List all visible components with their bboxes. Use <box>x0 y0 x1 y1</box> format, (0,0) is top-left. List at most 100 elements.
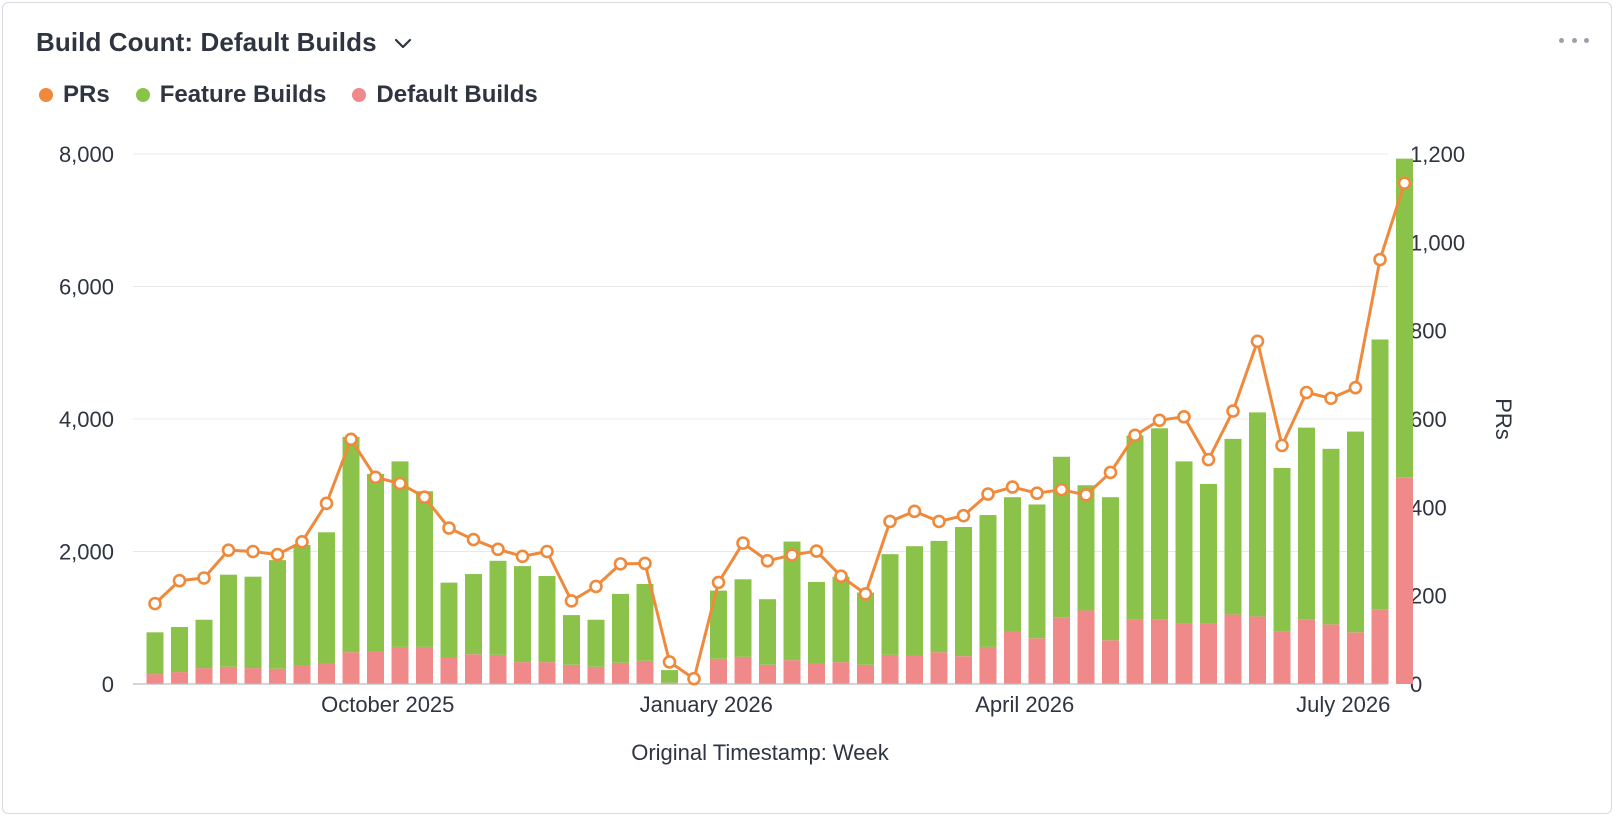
bar-default-builds <box>1151 619 1168 684</box>
bar-default-builds <box>881 654 899 684</box>
bar-feature-builds <box>1273 468 1291 632</box>
prs-point <box>466 532 481 547</box>
x-tick-label: January 2026 <box>640 692 773 717</box>
prs-point <box>246 544 260 559</box>
prs-point <box>1201 452 1216 467</box>
bar-default-builds <box>269 668 286 684</box>
bar-default-builds <box>783 660 801 684</box>
prs-point <box>270 547 285 562</box>
bar-default-builds <box>195 668 213 684</box>
prs-point <box>589 579 603 594</box>
prs-point <box>1103 465 1118 480</box>
bar-default-builds <box>465 654 482 684</box>
bar-feature-builds <box>930 540 948 653</box>
prs-point <box>785 548 799 562</box>
y-left-tick-label: 6,000 <box>59 275 114 300</box>
prs-point <box>613 557 628 571</box>
bar-feature-builds <box>195 619 213 669</box>
bar-feature-builds <box>1004 497 1021 631</box>
bar-feature-builds <box>367 473 384 652</box>
bar-default-builds <box>661 682 678 684</box>
x-axis-title: Original Timestamp: Week <box>631 740 890 765</box>
bar-default-builds <box>171 672 188 684</box>
more-options-icon[interactable] <box>1559 33 1589 47</box>
bar-feature-builds <box>979 515 997 647</box>
prs-point <box>662 655 677 669</box>
bar-feature-builds <box>808 581 825 664</box>
bar-default-builds <box>1371 609 1389 684</box>
legend-item-feature-builds[interactable]: Feature Builds <box>135 81 326 109</box>
prs-point <box>638 556 652 571</box>
y-right-tick-label: 0 <box>1410 672 1422 697</box>
prs-point <box>1250 334 1265 349</box>
bar-feature-builds <box>440 582 458 658</box>
bar-feature-builds <box>1224 438 1242 615</box>
bar-feature-builds <box>1371 339 1389 610</box>
legend-item-prs[interactable]: PRs <box>39 81 110 109</box>
y-right-tick-label: 1,200 <box>1410 142 1465 167</box>
legend-item-default-builds[interactable]: Default Builds <box>352 81 538 109</box>
y-right-tick-label: 800 <box>1410 319 1447 344</box>
bar-default-builds <box>587 666 605 684</box>
bar-default-builds <box>734 656 752 684</box>
bar-feature-builds <box>1028 504 1046 639</box>
bar-feature-builds <box>1102 497 1119 641</box>
bar-default-builds <box>1102 640 1119 684</box>
bar-feature-builds <box>710 590 727 659</box>
bar-feature-builds <box>906 546 923 656</box>
prs-point <box>1128 428 1142 443</box>
prs-point <box>393 476 407 491</box>
prs-point <box>564 594 579 608</box>
prs-point <box>760 553 775 568</box>
prs-point <box>172 573 187 588</box>
prs-point <box>344 432 358 447</box>
prs-point <box>1005 480 1020 494</box>
bar-default-builds <box>440 657 458 684</box>
bar-default-builds <box>146 674 164 684</box>
bar-default-builds <box>1200 623 1217 684</box>
bar-feature-builds <box>465 574 482 655</box>
bar-default-builds <box>930 652 948 684</box>
bar-default-builds <box>563 664 580 684</box>
x-tick-label: April 2026 <box>975 692 1074 717</box>
bar-feature-builds <box>1053 456 1070 618</box>
bar-default-builds <box>318 663 335 684</box>
prs-point <box>711 575 726 590</box>
prs-point <box>687 671 701 686</box>
bar-default-builds <box>367 651 384 684</box>
bar-default-builds <box>416 646 433 684</box>
bar-feature-builds <box>955 526 972 657</box>
prs-point <box>295 534 309 549</box>
prs-line <box>153 182 1406 681</box>
bar-feature-builds <box>587 619 605 667</box>
prs-point <box>1030 486 1044 501</box>
legend-dot <box>135 88 150 102</box>
prs-point <box>221 543 236 557</box>
chevron-down-icon[interactable] <box>393 33 413 53</box>
bar-feature-builds <box>489 560 507 655</box>
y-left-tick-label: 4,000 <box>59 407 114 432</box>
prs-point <box>1177 409 1191 424</box>
y-left-tick-label: 8,000 <box>59 142 114 167</box>
bar-feature-builds <box>881 554 899 655</box>
bar-feature-builds <box>636 583 654 661</box>
bar-default-builds <box>1175 623 1193 684</box>
bar-feature-builds <box>1322 448 1340 625</box>
bar-default-builds <box>391 646 409 684</box>
bar-feature-builds <box>783 541 801 661</box>
bar-default-builds <box>220 666 237 684</box>
prs-point <box>883 514 897 529</box>
prs-point <box>1079 488 1093 502</box>
y-right-tick-label: 600 <box>1410 407 1447 432</box>
legend-dot <box>39 88 53 102</box>
more-dot <box>1584 37 1589 43</box>
x-tick-label: October 2025 <box>321 692 454 717</box>
prs-point <box>491 542 505 557</box>
bar-default-builds <box>979 646 997 684</box>
prs-point <box>981 487 995 501</box>
bar-default-builds <box>489 654 507 684</box>
bar-feature-builds <box>244 576 262 669</box>
legend-dot <box>352 88 367 102</box>
y-right-tick-label: 1,000 <box>1410 230 1465 255</box>
prs-point <box>736 536 750 550</box>
